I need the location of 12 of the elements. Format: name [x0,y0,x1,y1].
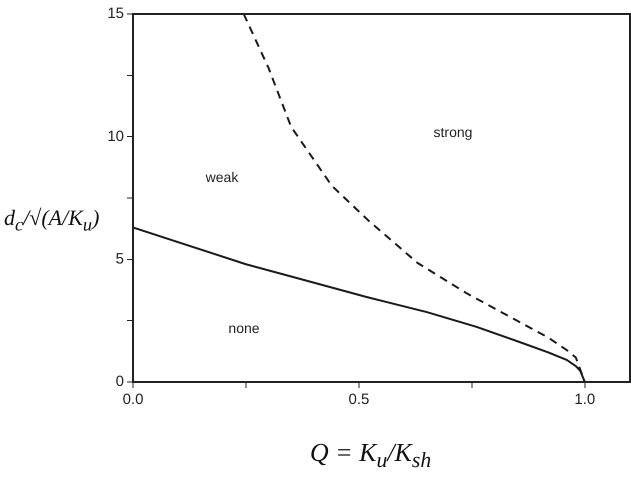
y-tick-label: 15 [107,5,124,22]
y-tick-label: 10 [107,128,124,145]
annotation: strong [434,124,472,140]
annotation: none [228,320,260,336]
x-axis-title: Q = K$_{u}$/K$_{sh}$ [308,438,432,474]
y-axis-title: d$_{c}$/√(A/K$_{u}$) [4,205,100,236]
x-tick-label: 0.0 [122,391,144,408]
y-tick-label: 5 [116,250,124,268]
x-tick-label: 0.5 [348,391,370,408]
annotation: weak [206,169,238,185]
y-tick-label: 0 [116,373,124,390]
x-tick-label: 1.0 [574,391,596,408]
